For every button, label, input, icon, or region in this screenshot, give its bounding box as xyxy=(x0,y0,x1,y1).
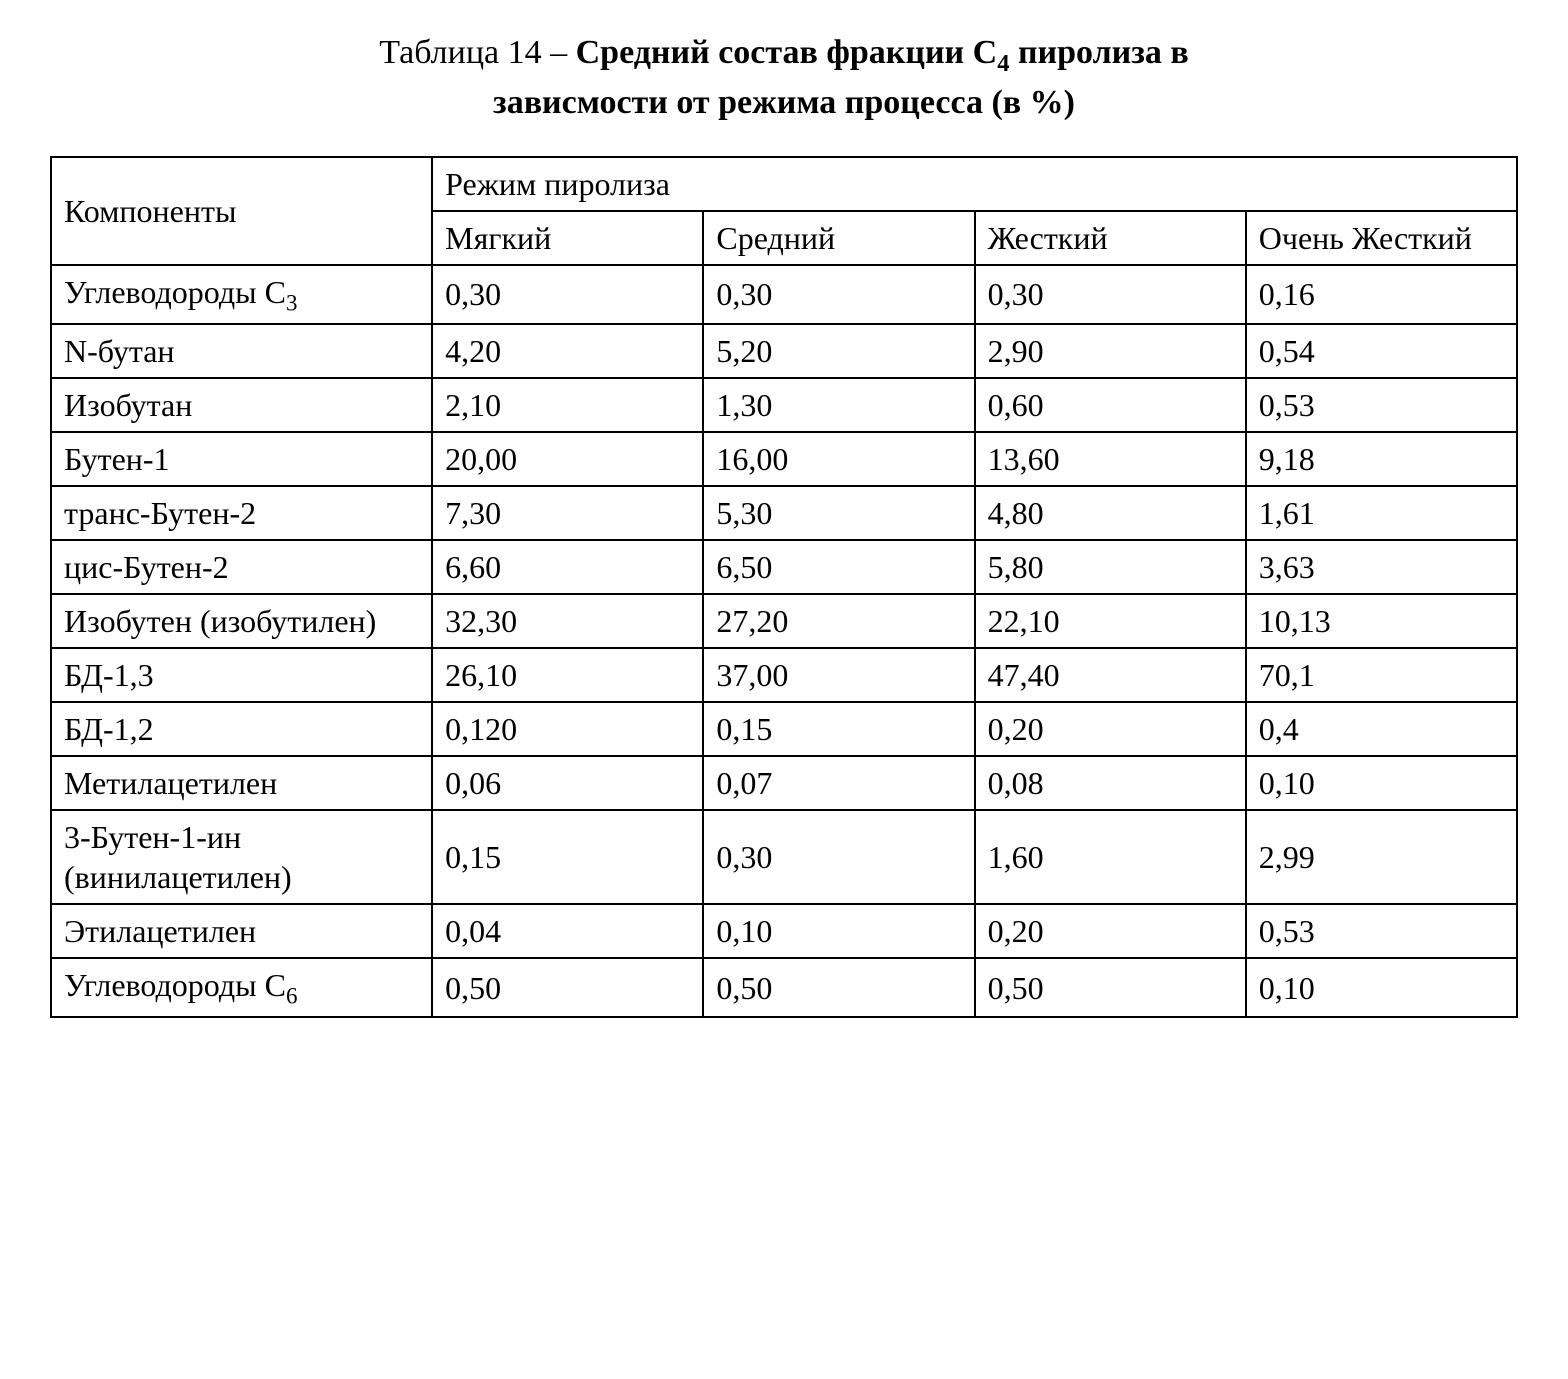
row-name: 3-Бутен-1-ин (винилацетилен) xyxy=(51,810,432,904)
row-value: 13,60 xyxy=(975,432,1246,486)
row-value: 2,10 xyxy=(432,378,703,432)
col-header-mode: Мягкий xyxy=(432,211,703,265)
row-value: 5,80 xyxy=(975,540,1246,594)
row-value: 47,40 xyxy=(975,648,1246,702)
row-value: 4,80 xyxy=(975,486,1246,540)
row-value: 0,120 xyxy=(432,702,703,756)
table-body: Углеводороды C30,300,300,300,16N-бутан4,… xyxy=(51,265,1517,1017)
col-header-group: Режим пиролиза xyxy=(432,157,1517,211)
table-row: цис-Бутен-26,606,505,803,63 xyxy=(51,540,1517,594)
caption-bold-1a: Средний состав фракции C xyxy=(576,34,998,71)
row-value: 0,50 xyxy=(975,958,1246,1017)
row-value: 0,53 xyxy=(1246,378,1517,432)
row-value: 0,20 xyxy=(975,702,1246,756)
row-value: 0,20 xyxy=(975,904,1246,958)
row-value: 37,00 xyxy=(703,648,974,702)
row-value: 20,00 xyxy=(432,432,703,486)
row-value: 0,15 xyxy=(432,810,703,904)
col-header-components: Компоненты xyxy=(51,157,432,265)
row-value: 22,10 xyxy=(975,594,1246,648)
table-row: Углеводороды C60,500,500,500,10 xyxy=(51,958,1517,1017)
row-value: 0,30 xyxy=(432,265,703,324)
row-name: Углеводороды C3 xyxy=(51,265,432,324)
row-value: 0,53 xyxy=(1246,904,1517,958)
row-value: 70,1 xyxy=(1246,648,1517,702)
row-name: Изобутан xyxy=(51,378,432,432)
col-header-mode: Средний xyxy=(703,211,974,265)
row-value: 0,30 xyxy=(703,265,974,324)
table-row: БД-1,326,1037,0047,4070,1 xyxy=(51,648,1517,702)
row-value: 4,20 xyxy=(432,324,703,378)
col-header-mode: Очень Жесткий xyxy=(1246,211,1517,265)
table-row: Бутен-120,0016,0013,609,18 xyxy=(51,432,1517,486)
row-value: 10,13 xyxy=(1246,594,1517,648)
row-value: 0,07 xyxy=(703,756,974,810)
row-value: 0,06 xyxy=(432,756,703,810)
row-value: 0,15 xyxy=(703,702,974,756)
table-row: 3-Бутен-1-ин (винилацетилен)0,150,301,60… xyxy=(51,810,1517,904)
row-value: 0,16 xyxy=(1246,265,1517,324)
row-name: N-бутан xyxy=(51,324,432,378)
row-value: 0,30 xyxy=(703,810,974,904)
row-value: 2,99 xyxy=(1246,810,1517,904)
row-value: 0,60 xyxy=(975,378,1246,432)
row-value: 0,04 xyxy=(432,904,703,958)
row-name: Углеводороды C6 xyxy=(51,958,432,1017)
row-value: 3,63 xyxy=(1246,540,1517,594)
row-value: 0,4 xyxy=(1246,702,1517,756)
row-name: цис-Бутен-2 xyxy=(51,540,432,594)
row-value: 26,10 xyxy=(432,648,703,702)
caption-prefix: Таблица 14 – xyxy=(379,34,575,71)
caption-bold-1b: пиролиза в xyxy=(1009,34,1188,71)
table-row: Изобутен (изобутилен)32,3027,2022,1010,1… xyxy=(51,594,1517,648)
composition-table: Компоненты Режим пиролиза Мягкий Средний… xyxy=(50,156,1518,1018)
row-value: 0,30 xyxy=(975,265,1246,324)
row-name: Этилацетилен xyxy=(51,904,432,958)
row-value: 0,50 xyxy=(703,958,974,1017)
row-value: 32,30 xyxy=(432,594,703,648)
row-value: 1,30 xyxy=(703,378,974,432)
table-row: N-бутан4,205,202,900,54 xyxy=(51,324,1517,378)
table-row: транс-Бутен-27,305,304,801,61 xyxy=(51,486,1517,540)
caption-sub: 4 xyxy=(997,34,1009,71)
row-name: Метилацетилен xyxy=(51,756,432,810)
table-row: Изобутан2,101,300,600,53 xyxy=(51,378,1517,432)
row-value: 7,30 xyxy=(432,486,703,540)
row-name: БД-1,2 xyxy=(51,702,432,756)
row-value: 0,54 xyxy=(1246,324,1517,378)
row-value: 9,18 xyxy=(1246,432,1517,486)
row-value: 1,61 xyxy=(1246,486,1517,540)
row-value: 0,08 xyxy=(975,756,1246,810)
row-value: 5,20 xyxy=(703,324,974,378)
row-value: 6,50 xyxy=(703,540,974,594)
row-value: 0,10 xyxy=(703,904,974,958)
row-value: 16,00 xyxy=(703,432,974,486)
row-name: Бутен-1 xyxy=(51,432,432,486)
row-name: БД-1,3 xyxy=(51,648,432,702)
row-value: 0,10 xyxy=(1246,958,1517,1017)
row-value: 2,90 xyxy=(975,324,1246,378)
row-name: Изобутен (изобутилен) xyxy=(51,594,432,648)
table-row: Метилацетилен0,060,070,080,10 xyxy=(51,756,1517,810)
table-row: Этилацетилен0,040,100,200,53 xyxy=(51,904,1517,958)
table-caption: Таблица 14 – Средний состав фракции C4 п… xyxy=(50,30,1518,126)
row-value: 6,60 xyxy=(432,540,703,594)
row-value: 27,20 xyxy=(703,594,974,648)
col-header-mode: Жесткий xyxy=(975,211,1246,265)
table-row: БД-1,20,1200,150,200,4 xyxy=(51,702,1517,756)
table-row: Углеводороды C30,300,300,300,16 xyxy=(51,265,1517,324)
caption-bold-2: зависмости от режима процесса (в %) xyxy=(493,84,1075,121)
row-value: 1,60 xyxy=(975,810,1246,904)
row-value: 0,50 xyxy=(432,958,703,1017)
row-name: транс-Бутен-2 xyxy=(51,486,432,540)
row-value: 5,30 xyxy=(703,486,974,540)
row-value: 0,10 xyxy=(1246,756,1517,810)
